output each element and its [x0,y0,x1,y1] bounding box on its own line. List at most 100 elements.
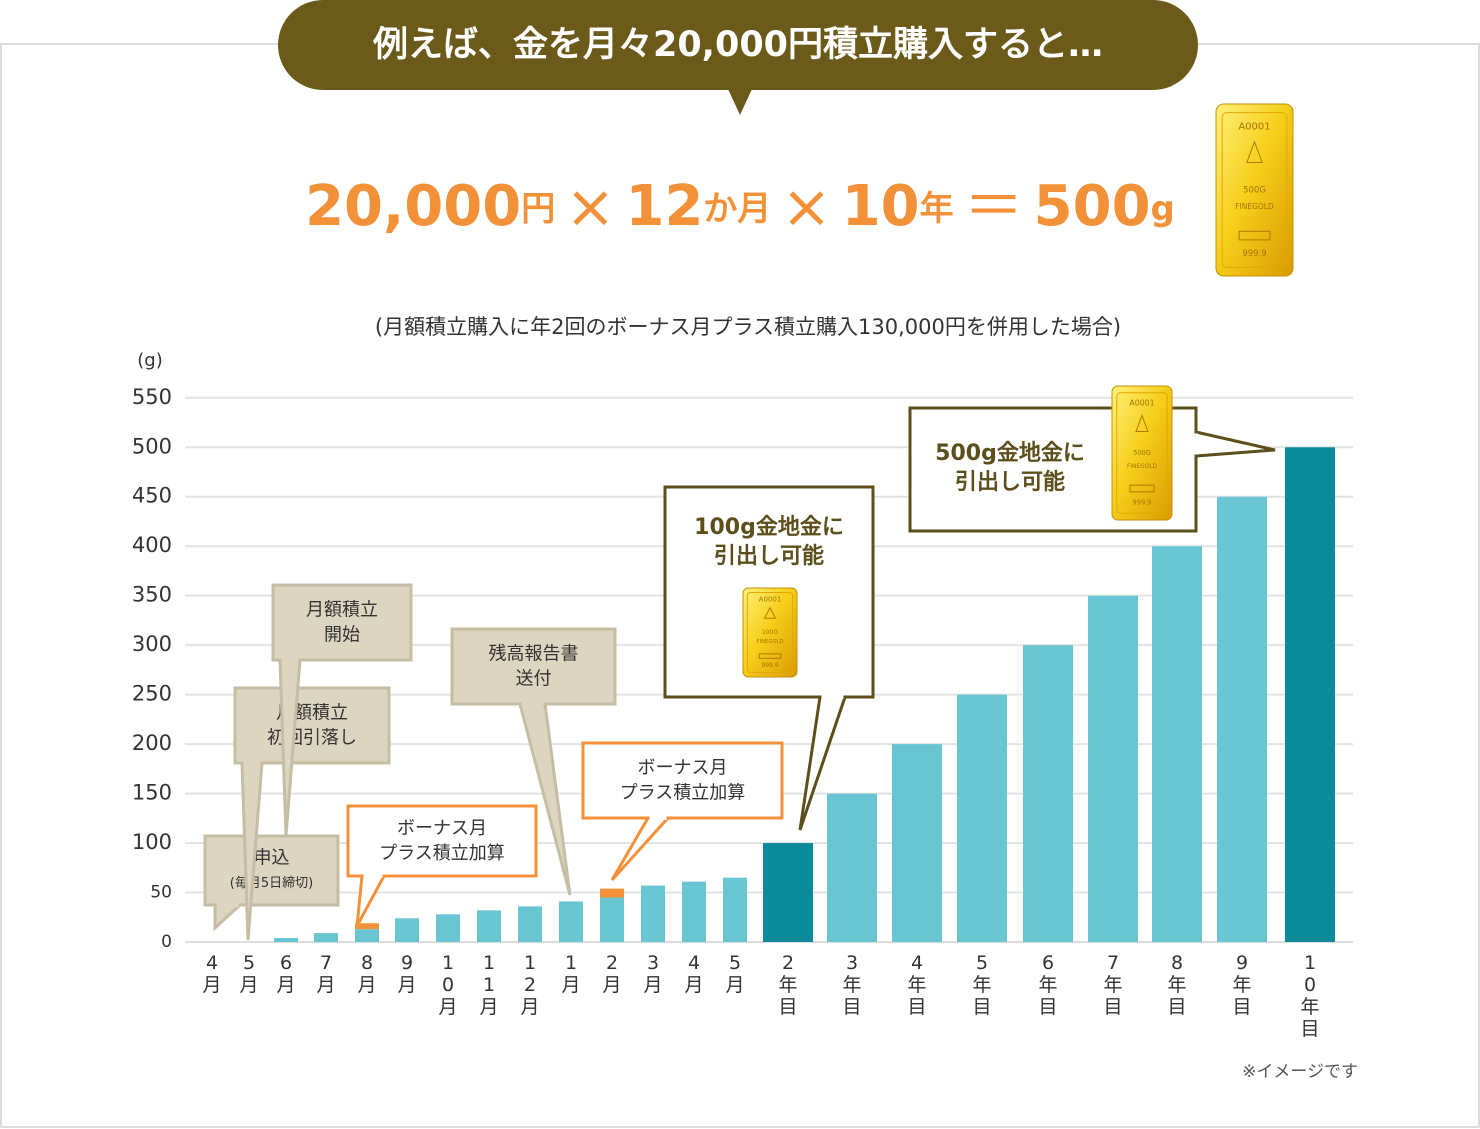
x-tick-label: 1 0 年目 [1300,952,1319,1040]
gold-bar-stamp [758,653,782,659]
callout-text: 100g金地金に [694,515,844,540]
y-tick-label: 550 [132,385,172,409]
callout-text: 申込 [254,848,290,869]
note: ※イメージです [1242,1062,1358,1082]
gold-bar-inner [1116,392,1168,514]
bar [1285,447,1335,942]
y-tick-label: 150 [132,781,172,805]
bar [1217,496,1267,942]
bar [763,843,813,942]
callout-text: 500g金地金に [935,441,1085,466]
gold-bar-body [1111,385,1173,521]
gold-bar-brand: FINEGOLD [1127,464,1158,470]
formula-part: 10 [842,174,920,239]
bar [641,885,665,942]
x-tick-label: 6 年目 [1038,952,1057,1018]
formula-part: × [565,172,615,242]
y-tick-label: 250 [132,682,172,706]
x-tick-label: 5 年目 [972,952,991,1018]
callout-text: 開始 [324,625,360,646]
callout-box [450,627,617,706]
bar [1088,595,1138,942]
header-pointer [728,89,752,115]
gold-bar-serial: A0001 [759,595,782,604]
callout-text: プラス積立加算 [379,843,505,864]
bar [477,910,501,942]
gold-bar-purity: 999.9 [1133,499,1152,507]
header-text: 例えば、金を月々20,000円積立購入すると… [372,25,1103,65]
callout-text: 残高報告書 [489,644,579,665]
gold-bar-body [1215,103,1294,277]
callout-box [346,804,538,878]
callout-text: 引出し可能 [714,543,824,569]
x-tick-label: 2 年目 [778,952,797,1018]
callout-text: 初回引落し [267,728,357,749]
gold-bar: A0001 500G FINEGOLD 999.9 [1215,103,1294,277]
gold-bar: A0001 100G FINEGOLD 999.9 [742,587,798,678]
gold-bar-serial: A0001 [1129,398,1154,407]
callout-box [271,583,413,662]
header-pill [278,0,1198,90]
gold-bar-logo [763,606,777,619]
bar [892,744,942,942]
bar [355,923,379,930]
bar [518,906,542,942]
y-tick-label: 100 [132,830,172,854]
y-tick-label: 300 [132,632,172,656]
y-tick-label: 200 [132,731,172,755]
gold-bar-weight: 500G [1133,449,1151,457]
y-axis-label: (g) [137,350,162,371]
callout-text: 引出し可能 [955,469,1065,495]
bar [395,918,419,942]
callout-box [233,686,391,765]
y-tick-label: 450 [132,484,172,508]
chart-subtitle: (月額積立購入に年2回のボーナス月プラス積立購入130,000円を併用した場合) [375,315,1121,339]
bar [436,914,460,942]
bar [827,793,877,942]
gold-bar-brand: FINEGOLD [1235,202,1274,211]
bar [957,694,1007,942]
gold-bar-stamp [1238,230,1271,241]
gold-bar-logo [1135,414,1149,433]
formula-part: 年 [920,189,954,229]
formula: 20,000円 × 12か月 × 10年＝ 500g [305,172,1175,242]
formula-part: × [781,172,831,242]
gold-bar-serial: A0001 [1238,121,1270,132]
bar [723,877,747,942]
bar [682,881,706,942]
gold-bar-purity: 999.9 [761,662,778,669]
gold-bar-brand: FINEGOLD [757,639,784,645]
formula-part: 12 [625,174,703,239]
x-tick-label: 3 年目 [842,952,861,1018]
y-tick-label: 400 [132,533,172,557]
bar [1152,546,1202,942]
callout-text: (毎月5日締切) [230,875,313,891]
y-tick-label: 500 [132,434,172,458]
formula-part: 円 [521,189,555,229]
formula-part: 500 [1034,174,1151,239]
bar [274,938,298,942]
callout-text: 月額積立 [306,600,378,621]
formula-part: 20,000 [305,174,521,239]
bar [559,901,583,942]
bar [1023,645,1073,942]
y-tick-label: 350 [132,583,172,607]
callout-box [203,834,340,907]
callout-box [581,741,784,820]
gold-bar-inner [1221,112,1288,268]
gold-bar-weight: 100G [762,629,778,636]
callout-text: ボーナス月 [638,758,728,779]
bar [600,888,624,898]
